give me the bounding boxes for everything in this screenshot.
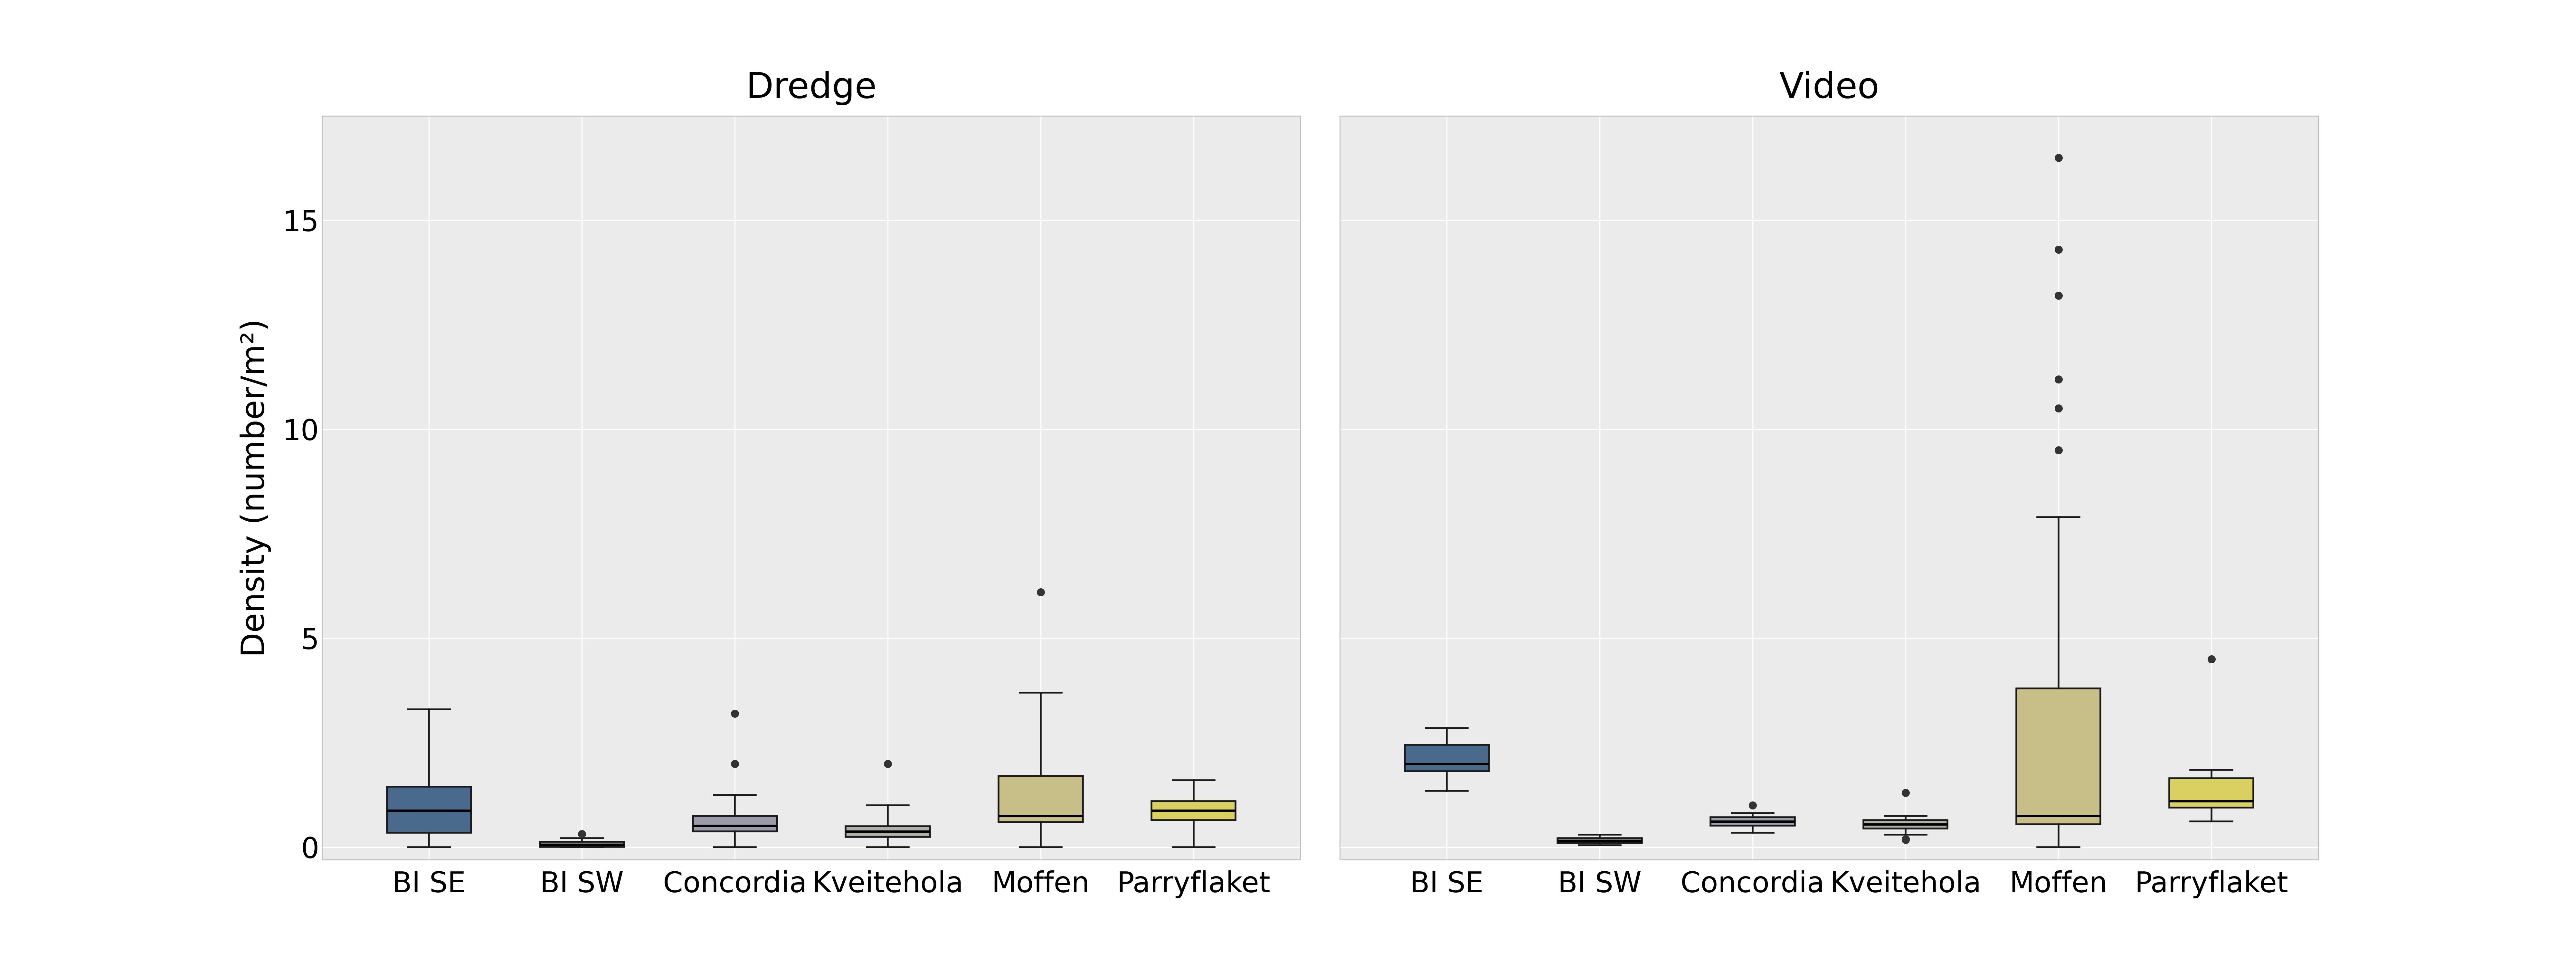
- Title: Video: Video: [1780, 71, 1880, 105]
- PathPatch shape: [1404, 745, 1489, 771]
- PathPatch shape: [1862, 820, 1947, 829]
- PathPatch shape: [541, 841, 623, 847]
- PathPatch shape: [2169, 779, 2254, 808]
- PathPatch shape: [386, 786, 471, 833]
- PathPatch shape: [2017, 689, 2099, 824]
- PathPatch shape: [1558, 838, 1641, 843]
- PathPatch shape: [1710, 817, 1795, 826]
- PathPatch shape: [845, 826, 930, 837]
- Title: Dredge: Dredge: [747, 71, 876, 105]
- PathPatch shape: [999, 776, 1082, 822]
- PathPatch shape: [1151, 801, 1236, 820]
- Y-axis label: Density (number/m²): Density (number/m²): [240, 319, 270, 657]
- PathPatch shape: [693, 816, 778, 832]
